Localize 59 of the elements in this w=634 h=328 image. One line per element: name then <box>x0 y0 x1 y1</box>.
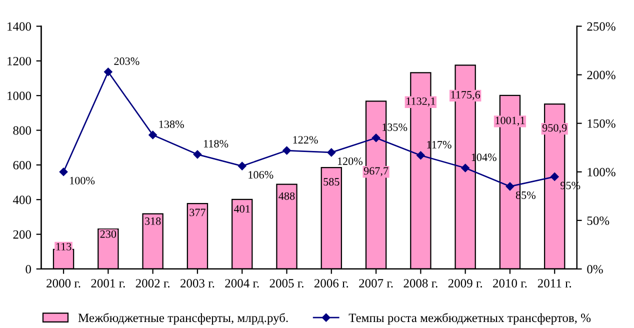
legend-label: Межбюджетные трансферты, млрд.руб. <box>78 313 288 325</box>
data-label: 113 <box>56 242 72 250</box>
y-tick-label: 600 <box>13 160 32 170</box>
y-tick-label: 1200 <box>8 56 32 66</box>
point <box>372 134 380 142</box>
data-label: 1132,1 <box>406 97 436 107</box>
point <box>193 150 202 159</box>
data-label: 377 <box>190 208 206 216</box>
data-label: 950,9 <box>542 124 567 134</box>
data-label: 138% <box>159 120 184 128</box>
data-label: 122% <box>293 136 318 144</box>
data-label: 318 <box>145 217 161 225</box>
y-tick-label: 800 <box>13 126 32 135</box>
x-tick-label: 2011 г. <box>538 279 572 288</box>
data-label: 585 <box>324 178 340 186</box>
y-tick-label: 1000 <box>8 92 32 100</box>
point <box>104 68 112 76</box>
data-label: 401 <box>234 205 250 213</box>
data-label: 120% <box>338 157 362 165</box>
x-tick-label: 2000 г. <box>46 279 80 288</box>
point <box>59 168 68 176</box>
legend-label: Темпы роста межбюджетных трансфертов, % <box>348 313 591 325</box>
data-label: 488 <box>278 192 295 200</box>
x-tick-label: 2002 г. <box>136 279 170 288</box>
data-label: 118% <box>204 140 228 148</box>
x-tick-label: 2004 г. <box>225 279 259 288</box>
point <box>282 146 291 155</box>
x-tick-label: 2006 г. <box>314 279 348 288</box>
y-tick-label: 400 <box>12 196 32 204</box>
data-label: 203% <box>114 57 140 65</box>
y2-tick-label: 50% <box>587 216 610 225</box>
x-tick-label: 2010 г. <box>493 279 527 288</box>
data-label: 106% <box>248 171 274 179</box>
x-tick-label: 2005 г. <box>270 279 304 288</box>
x-tick-label: 2009 г. <box>448 279 482 288</box>
point <box>327 148 336 157</box>
point <box>461 164 470 172</box>
point <box>148 130 157 140</box>
x-tick-label: 2007 г. <box>359 279 393 288</box>
y2-tick-label: 200% <box>587 70 616 80</box>
y-tick-label: 200 <box>13 230 32 239</box>
point <box>416 151 425 160</box>
y2-tick-label: 250% <box>587 22 616 31</box>
point <box>550 172 559 181</box>
x-tick-label: 2008 г. <box>404 279 438 288</box>
data-label: 1001,1 <box>496 116 525 126</box>
data-label: 967,7 <box>364 167 388 176</box>
y-tick-label: 0 <box>26 264 32 274</box>
data-label: 1175,6 <box>451 91 480 100</box>
y2-tick-label: 100% <box>588 168 616 176</box>
y2-tick-label: 0% <box>587 264 603 274</box>
y-tick-label: 1400 <box>8 22 32 31</box>
y2-tick-label: 150% <box>588 119 616 128</box>
data-label: 230 <box>100 230 116 238</box>
x-tick-label: 2003 г. <box>180 279 214 288</box>
x-tick-label: 2001 г. <box>91 279 125 288</box>
data-label: 100% <box>70 176 95 184</box>
point <box>238 162 246 170</box>
point <box>506 182 514 191</box>
